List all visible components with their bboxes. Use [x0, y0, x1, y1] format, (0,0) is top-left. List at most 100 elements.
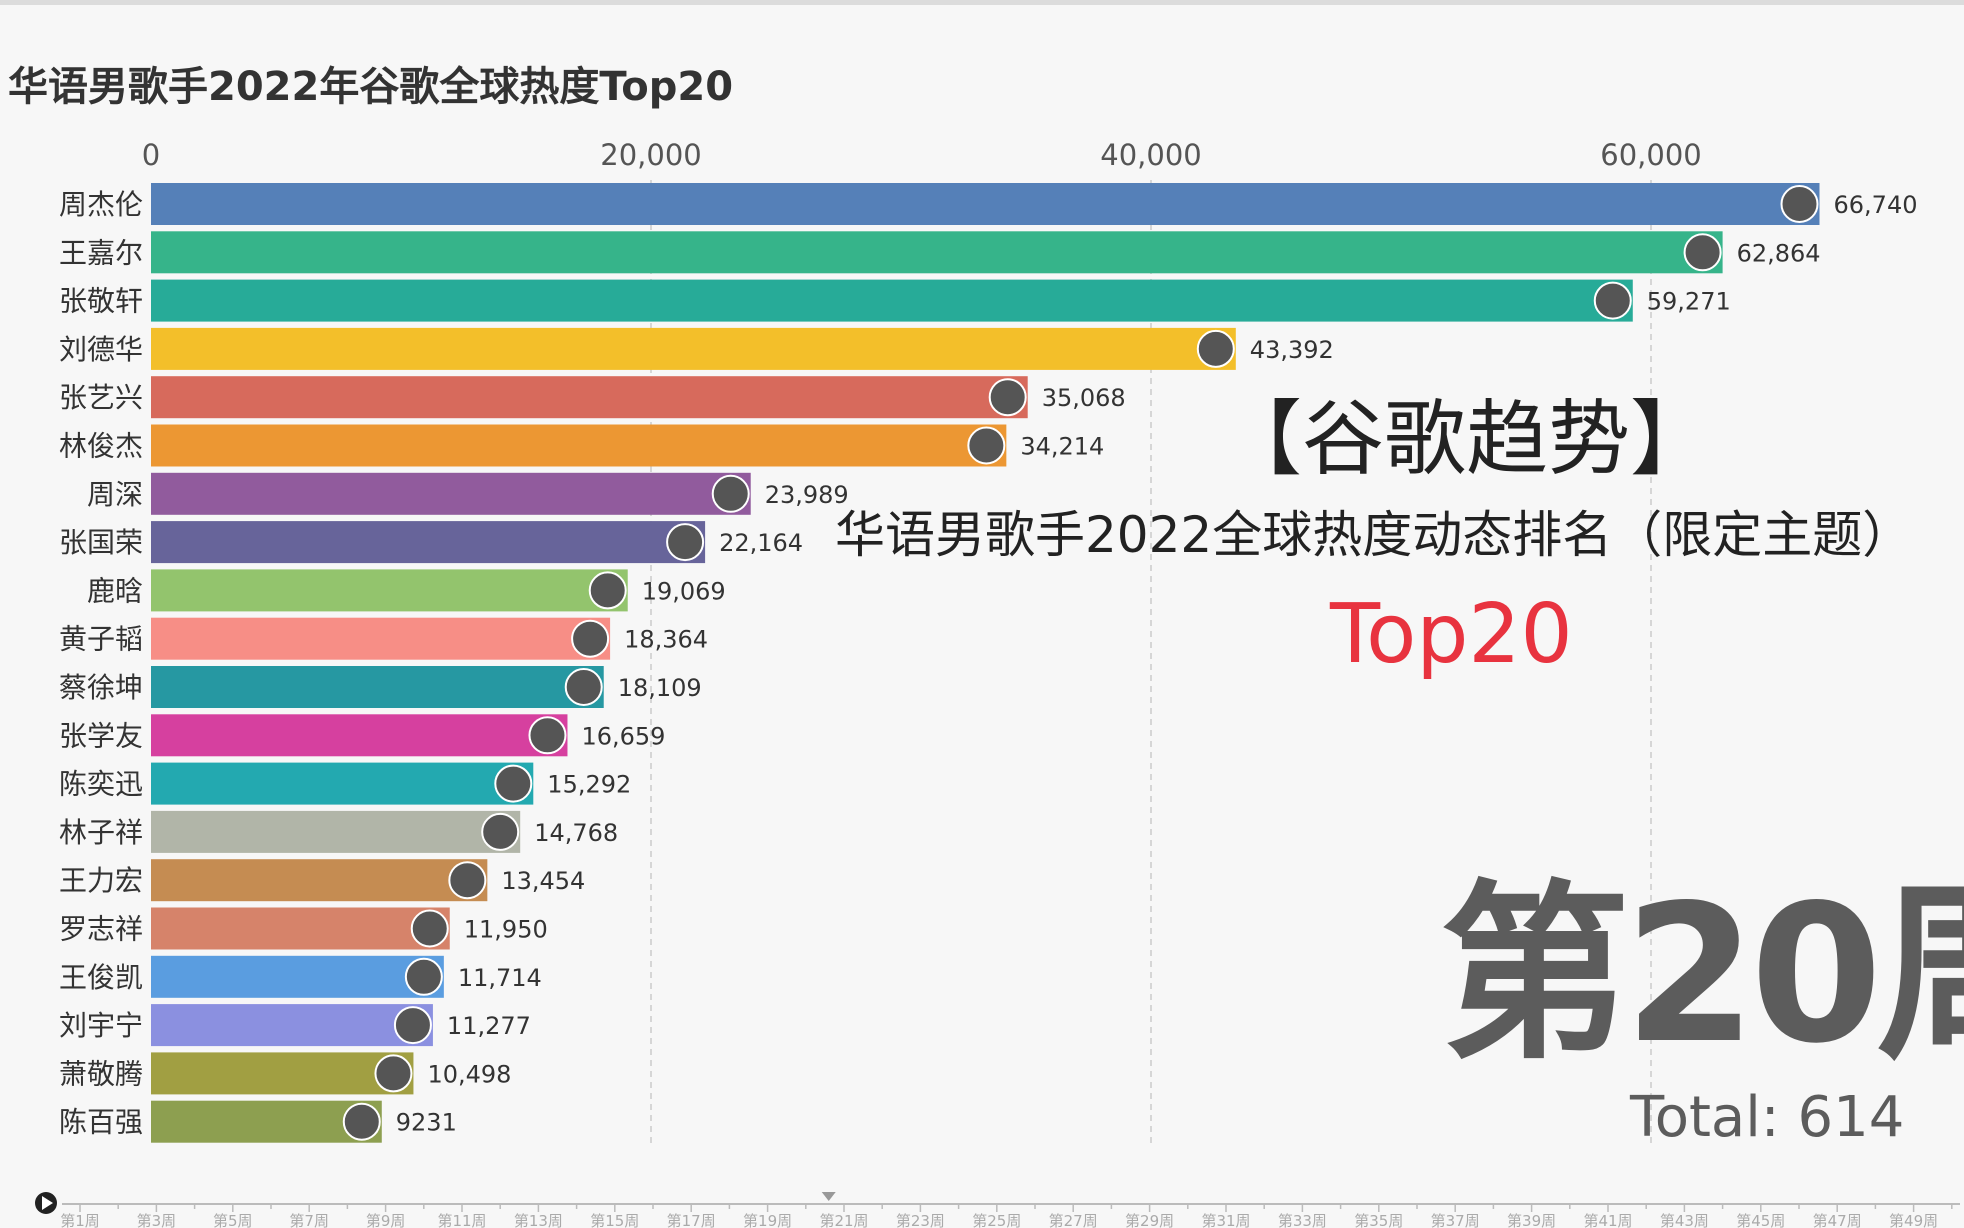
chart-title: 华语男歌手2022年谷歌全球热度Top20	[8, 64, 734, 110]
avatar-icon	[711, 474, 750, 513]
x-tick-label: 20,000	[600, 138, 701, 172]
avatar-icon	[1683, 233, 1722, 272]
bar	[151, 569, 628, 612]
bar	[151, 521, 706, 564]
value-label: 35,068	[1042, 384, 1126, 412]
category-label: 张学友	[59, 719, 143, 752]
avatar-icon	[1780, 185, 1819, 223]
category-label: 张敬轩	[59, 285, 143, 318]
category-label: 刘宇宁	[59, 1009, 143, 1042]
category-label: 周杰伦	[59, 188, 143, 221]
category-label: 王嘉尔	[59, 236, 143, 269]
value-label: 59,271	[1647, 288, 1731, 316]
bar	[151, 327, 1236, 370]
timeline-label[interactable]: 第31周	[1201, 1212, 1250, 1228]
timeline-label[interactable]: 第21周	[819, 1212, 868, 1228]
current-period: 第20周	[1440, 864, 1964, 1085]
category-label: 周深	[87, 478, 143, 511]
bar	[151, 376, 1028, 419]
avatar-icon	[494, 764, 533, 803]
play-button[interactable]	[35, 1192, 57, 1214]
value-label: 13,454	[501, 867, 585, 895]
category-label: 张艺兴	[59, 381, 143, 414]
value-label: 11,950	[464, 916, 548, 944]
timeline-label[interactable]: 第15周	[590, 1212, 639, 1228]
bar	[151, 424, 1007, 467]
value-label: 23,989	[765, 481, 849, 509]
timeline-label[interactable]: 第17周	[667, 1212, 716, 1228]
annotation-source: 【谷歌趋势】	[1220, 392, 1713, 487]
timeline-label[interactable]: 第5周	[213, 1212, 253, 1228]
avatar-icon	[571, 619, 610, 658]
category-label: 刘德华	[59, 333, 143, 366]
timeline-label[interactable]: 第27周	[1049, 1212, 1098, 1228]
timeline-label[interactable]: 第7周	[289, 1212, 329, 1228]
value-label: 15,292	[547, 771, 631, 799]
avatar-icon	[404, 957, 443, 996]
total-label: Total: 614	[1630, 1085, 1905, 1150]
timeline-handle[interactable]	[821, 1192, 836, 1201]
timeline-label[interactable]: 第25周	[972, 1212, 1021, 1228]
category-label: 王力宏	[59, 864, 143, 897]
category-label: 林俊杰	[59, 430, 143, 463]
timeline-label[interactable]: 第13周	[514, 1212, 563, 1228]
avatar-icon	[448, 861, 487, 900]
value-label: 43,392	[1250, 336, 1334, 364]
timeline-label[interactable]: 第41周	[1583, 1212, 1632, 1228]
timeline-label[interactable]: 第29周	[1125, 1212, 1174, 1228]
bar	[151, 279, 1633, 322]
category-label: 王俊凯	[59, 961, 143, 994]
avatar-icon	[374, 1054, 413, 1093]
value-label: 9231	[396, 1109, 457, 1137]
timeline-label[interactable]: 第39周	[1507, 1212, 1556, 1228]
avatar-icon	[564, 668, 603, 706]
timeline-label[interactable]: 第9周	[366, 1212, 406, 1228]
timeline-label[interactable]: 第47周	[1813, 1212, 1862, 1228]
value-label: 14,768	[534, 819, 618, 847]
category-label: 陈奕迅	[59, 768, 143, 801]
avatar-icon	[588, 571, 627, 610]
value-label: 62,864	[1737, 239, 1821, 267]
bar	[151, 183, 1820, 225]
bar	[151, 955, 444, 998]
timeline-label[interactable]: 第11周	[437, 1212, 486, 1228]
category-label: 林子祥	[59, 816, 143, 849]
timeline-label[interactable]: 第1周	[60, 1212, 100, 1228]
avatar-icon	[1593, 281, 1632, 320]
avatar-icon	[410, 909, 449, 948]
value-label: 34,214	[1020, 433, 1104, 461]
timeline-label[interactable]: 第19周	[743, 1212, 792, 1228]
category-label: 陈百强	[59, 1106, 143, 1139]
value-label: 18,109	[618, 674, 702, 702]
bar	[151, 472, 751, 515]
value-label: 10,498	[427, 1060, 511, 1088]
timeline-label[interactable]: 第45周	[1736, 1212, 1785, 1228]
timeline-label[interactable]: 第49周	[1889, 1212, 1938, 1228]
avatar-icon	[988, 378, 1027, 417]
value-label: 18,364	[624, 626, 708, 654]
avatar-icon	[393, 1006, 432, 1045]
value-label: 11,714	[458, 964, 542, 992]
annotation-subtitle: 华语男歌手2022全球热度动态排名（限定主题）	[835, 506, 1913, 564]
timeline-label[interactable]: 第23周	[896, 1212, 945, 1228]
timeline-label[interactable]: 第43周	[1660, 1212, 1709, 1228]
value-label: 66,740	[1834, 191, 1918, 219]
bar	[151, 762, 534, 805]
avatar-icon	[342, 1102, 381, 1141]
category-label: 罗志祥	[59, 913, 143, 946]
timeline-label[interactable]: 第33周	[1278, 1212, 1327, 1228]
timeline-label[interactable]: 第37周	[1431, 1212, 1480, 1228]
timeline-label[interactable]: 第35周	[1354, 1212, 1403, 1228]
bar	[151, 1004, 433, 1047]
value-label: 16,659	[581, 722, 665, 750]
value-label: 22,164	[719, 529, 803, 557]
avatar-icon	[528, 716, 567, 755]
category-label: 张国荣	[59, 526, 143, 559]
avatar-icon	[481, 812, 520, 851]
avatar-icon	[666, 523, 705, 562]
bar	[151, 617, 611, 660]
x-tick-label: 40,000	[1100, 138, 1201, 172]
timeline-label[interactable]: 第3周	[137, 1212, 177, 1228]
avatar-icon	[1196, 329, 1235, 368]
